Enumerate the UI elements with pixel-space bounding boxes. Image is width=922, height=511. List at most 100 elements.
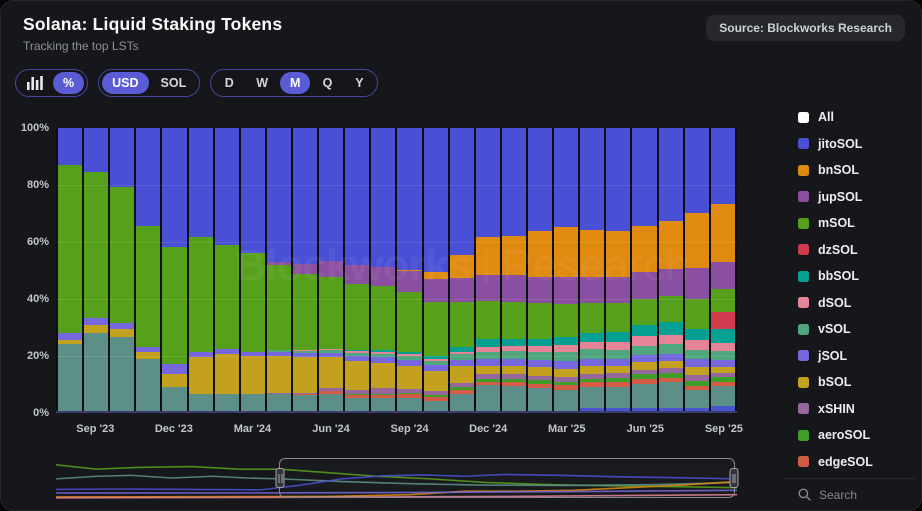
bar-apr24[interactable] [266,128,293,411]
segment-jupsol[interactable] [397,270,422,293]
segment-aerosol[interactable] [554,382,579,386]
segment-jitosol[interactable] [319,128,344,261]
segment-msol[interactable] [84,171,109,318]
segment-dsol[interactable] [606,341,631,350]
segment-aerosol[interactable] [449,386,474,390]
segment-vsol[interactable] [684,350,709,360]
segment-edgesol[interactable] [684,385,709,391]
segment-aerosol[interactable] [684,380,709,386]
segment-bbsol[interactable] [632,324,657,336]
segment-dsol[interactable] [684,339,709,351]
segment-bbsol[interactable] [554,337,579,346]
segment-bsol[interactable] [188,357,213,394]
segment-bnsol[interactable] [449,255,474,278]
segment-bnsol[interactable] [606,231,631,277]
segment-othertealbelowvisiblelegend[interactable] [319,393,344,411]
segment-dsol[interactable] [371,351,396,354]
segment-dsol[interactable] [292,350,318,351]
segment-jsol[interactable] [266,351,291,356]
segment-msol[interactable] [554,303,579,338]
bar-may24[interactable] [292,128,320,411]
segment-edgesol[interactable] [554,385,579,390]
segment-msol[interactable] [136,225,161,348]
segment-bbsol[interactable] [449,347,474,352]
segment-othertealbelowvisiblelegend[interactable] [162,386,187,411]
segment-dsol[interactable] [710,342,735,352]
segment-jsol[interactable] [397,360,422,366]
segment-bsol[interactable] [162,374,187,387]
segment-jupsol[interactable] [580,276,605,304]
segment-bnsol[interactable] [658,221,683,270]
granularity-year-button[interactable]: Y [355,76,364,90]
legend-item-edgesol[interactable]: edgeSOL [784,449,921,476]
segment-jitosol[interactable] [710,128,735,205]
segment-vsol[interactable] [658,344,683,354]
segment-msol[interactable] [658,296,683,322]
segment-jupsol[interactable] [345,265,370,284]
segment-bsol[interactable] [554,369,579,378]
segment-jitosol[interactable] [371,128,396,267]
segment-xshin[interactable] [319,388,344,392]
segment-jupsol[interactable] [658,269,683,297]
segment-jitosol[interactable] [501,128,526,236]
segment-jitosol[interactable] [554,128,579,228]
segment-jsol[interactable] [658,353,683,361]
segment-vsol[interactable] [397,356,422,361]
segment-msol[interactable] [449,302,474,348]
segment-jsol[interactable] [449,360,474,366]
legend-item-msol[interactable]: mSOL [784,210,921,237]
segment-bnsol[interactable] [527,231,553,277]
bar-aug25[interactable] [684,128,711,411]
segment-bsol[interactable] [371,362,396,389]
segment-bnsol[interactable] [580,229,605,277]
segment-vsol[interactable] [292,350,318,353]
segment-dsol[interactable] [658,334,683,345]
segment-vsol[interactable] [266,350,291,352]
segment-xshin[interactable] [684,374,709,381]
segment-msol[interactable] [188,236,213,352]
legend-item-bsol[interactable]: bSOL [784,369,921,396]
segment-jupsol[interactable] [710,261,735,290]
segment-jsol[interactable] [136,347,161,352]
segment-jitosol[interactable] [632,128,657,226]
segment-bsol[interactable] [606,365,631,374]
segment-aerosol[interactable] [606,378,631,383]
segment-msol[interactable] [606,303,631,332]
bar-nov23[interactable] [136,128,163,411]
segment-jsol[interactable] [684,359,709,367]
segment-msol[interactable] [240,252,265,352]
segment-bbsol[interactable] [397,351,422,354]
segment-bsol[interactable] [214,354,239,394]
segment-aerosol[interactable] [632,374,657,380]
segment-bnsol[interactable] [632,225,657,273]
bar-jun25[interactable] [632,128,659,411]
segment-othertealbelowvisiblelegend[interactable] [527,388,553,411]
segment-msol[interactable] [110,187,135,324]
segment-bbsol[interactable] [580,333,605,342]
segment-bsol[interactable] [58,339,83,345]
segment-edgesol[interactable] [371,395,396,399]
segment-vsol[interactable] [501,350,526,360]
granularity-quarter-button[interactable]: Q [322,76,333,90]
segment-xshin[interactable] [501,374,526,379]
segment-jitosol[interactable] [345,128,370,266]
legend-item-aerosol[interactable]: aeroSOL [784,422,921,449]
segment-xshin[interactable] [475,373,500,379]
segment-edgesol[interactable] [658,377,683,383]
segment-jupsol[interactable] [501,275,526,303]
segment-dsol[interactable] [397,353,422,357]
segment-bbsol[interactable] [527,338,553,346]
segment-vsol[interactable] [371,353,396,358]
segment-xshin[interactable] [292,392,318,394]
range-navigator[interactable] [56,456,739,500]
segment-othertealbelowvisiblelegend[interactable] [110,337,135,411]
segment-jitosol[interactable] [397,128,422,270]
segment-othertealbelowvisiblelegend[interactable] [606,386,631,409]
segment-aerosol[interactable] [423,394,448,397]
segment-jitosol[interactable] [214,128,239,246]
segment-jitosol[interactable] [606,128,631,232]
segment-jsol[interactable] [188,351,213,358]
segment-dsol[interactable] [527,345,553,352]
segment-vsol[interactable] [580,348,605,359]
segment-othertealbelowvisiblelegend[interactable] [188,394,213,411]
